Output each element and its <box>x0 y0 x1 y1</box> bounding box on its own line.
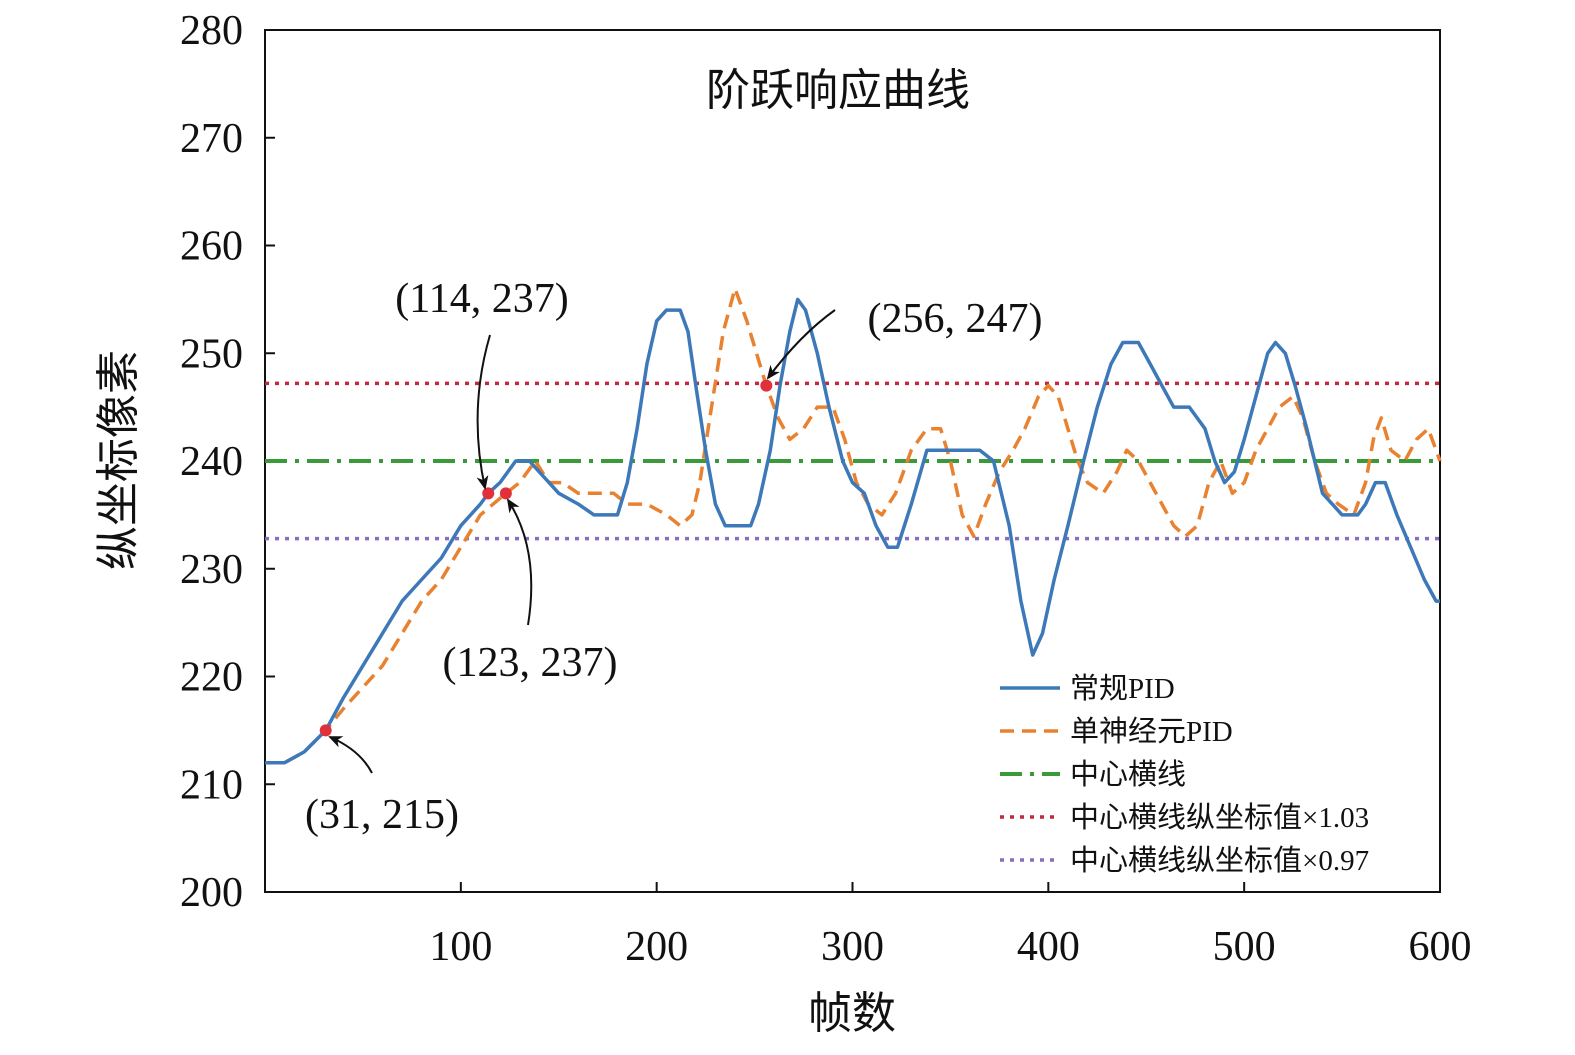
annotation-label: (31, 215) <box>305 792 459 838</box>
legend-label: 单神经元PID <box>1070 715 1233 748</box>
y-tick-label: 260 <box>180 224 243 270</box>
x-tick-label: 200 <box>625 924 688 970</box>
annotation-label: (114, 237) <box>395 276 568 322</box>
annotation-layer: (114, 237) (123, 237) (256, 247) (31, 215) <box>305 276 1042 838</box>
legend-label: 常规PID <box>1070 672 1175 705</box>
y-tick-label: 230 <box>180 547 243 593</box>
annotation-marker <box>319 724 332 737</box>
legend-label: 中心横线纵坐标值×1.03 <box>1070 801 1369 834</box>
x-tick-label: 100 <box>429 924 492 970</box>
annotation-arrow <box>506 498 533 626</box>
series-line-1 <box>265 286 1442 765</box>
y-tick-label: 210 <box>180 762 243 808</box>
y-tick-label: 240 <box>180 439 243 485</box>
annotation-label: (123, 237) <box>443 640 618 686</box>
x-tick-label: 400 <box>1017 924 1080 970</box>
y-tick-label: 280 <box>180 8 243 54</box>
annotation-arrow <box>328 736 373 774</box>
annotation-marker <box>482 487 495 500</box>
x-tick-label: 300 <box>821 924 884 970</box>
series-layer <box>265 286 1442 765</box>
y-tick-label: 270 <box>180 116 243 162</box>
x-axis-ticks: 100 200 300 400 500 600 <box>429 882 1472 970</box>
x-tick-label: 600 <box>1409 924 1472 970</box>
x-axis-label: 帧数 <box>808 989 896 1038</box>
legend-label: 中心横线 <box>1070 758 1186 791</box>
x-tick-label: 500 <box>1213 924 1276 970</box>
annotation-label: (256, 247) <box>868 296 1043 342</box>
annotation-arrow <box>766 309 836 380</box>
legend-label: 中心横线纵坐标值×0.97 <box>1070 844 1369 877</box>
y-axis-ticks: 200 210 220 230 240 250 260 270 280 <box>180 8 275 916</box>
annotation-marker <box>760 379 773 392</box>
y-tick-label: 220 <box>180 655 243 701</box>
annotation-marker <box>499 487 512 500</box>
y-tick-label: 250 <box>180 331 243 377</box>
y-axis-label: 纵坐标像素 <box>94 350 143 570</box>
annotation-arrow <box>476 334 491 490</box>
chart-title: 阶跃响应曲线 <box>706 66 970 115</box>
series-line-0 <box>265 297 1440 765</box>
y-tick-label: 200 <box>180 870 243 916</box>
